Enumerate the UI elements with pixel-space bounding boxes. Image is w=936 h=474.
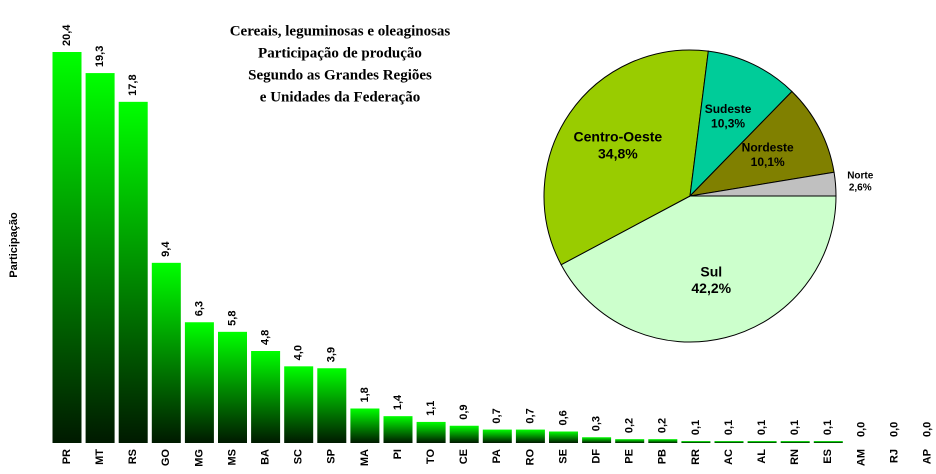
pie-label: Norte	[847, 171, 874, 182]
value-label: 0,1	[822, 420, 834, 435]
x-tick-label: CE	[458, 449, 470, 464]
bar	[648, 439, 678, 443]
pie-slice	[688, 90, 835, 197]
bar	[118, 101, 148, 443]
pie-value-label: 42,2%	[691, 280, 731, 296]
bar	[184, 322, 214, 443]
bar	[218, 331, 247, 443]
bar	[615, 439, 645, 443]
bar	[284, 366, 314, 443]
bar	[416, 421, 446, 443]
pie-slice	[689, 171, 837, 197]
x-tick-label: RS	[127, 449, 139, 464]
x-tick-label: PI	[392, 449, 404, 459]
x-tick-label: SE	[557, 449, 569, 464]
value-label: 4,0	[293, 345, 305, 360]
x-tick-label: RR	[690, 449, 702, 465]
value-label: 1,4	[392, 394, 404, 410]
value-label: 4,8	[260, 330, 272, 345]
bar	[52, 52, 82, 443]
x-tick-label: SP	[326, 449, 338, 464]
value-label: 0,2	[657, 418, 669, 433]
bar	[251, 351, 281, 443]
value-label: 0,3	[591, 416, 603, 431]
chart-title: e Unidades da Federação	[260, 89, 420, 105]
x-tick-label: SC	[293, 449, 305, 464]
x-tick-label: GO	[160, 449, 172, 467]
value-label: 0,1	[756, 420, 768, 435]
x-tick-label: AL	[756, 449, 768, 464]
value-label: 0,0	[922, 422, 934, 437]
value-label: 0,7	[491, 408, 503, 423]
chart-title: Participação de produção	[258, 45, 422, 61]
value-label: 0,0	[855, 422, 867, 437]
x-tick-label: PR	[61, 449, 73, 464]
bar	[151, 262, 181, 443]
bar	[549, 431, 578, 443]
pie-value-label: 10,1%	[751, 155, 785, 169]
value-label: 1,1	[425, 401, 437, 416]
pie-label: Centro-Oeste	[574, 129, 663, 145]
y-axis-label: Participação	[8, 212, 20, 278]
x-tick-label: MA	[359, 449, 371, 466]
x-tick-label: AP	[922, 449, 934, 464]
pie-value-label: 10,3%	[711, 116, 745, 130]
pie-slice	[543, 49, 709, 266]
chart-title: Cereais, leguminosas e oleaginosas	[230, 23, 451, 39]
value-label: 0,0	[888, 422, 900, 437]
value-label: 0,9	[458, 404, 470, 419]
value-label: 1,8	[359, 387, 371, 402]
pie-label: Sudeste	[705, 102, 752, 116]
value-label: 0,2	[624, 418, 636, 433]
x-tick-label: RJ	[888, 449, 900, 463]
pie-label: Sul	[700, 263, 722, 279]
chart-title: Segundo as Grandes Regiões	[248, 67, 432, 83]
bar	[85, 73, 115, 443]
bar	[515, 429, 545, 443]
value-label: 0,1	[789, 420, 801, 435]
value-label: 0,1	[690, 420, 702, 435]
value-label: 9,4	[160, 241, 172, 257]
value-label: 0,6	[557, 410, 569, 425]
x-tick-label: MT	[94, 449, 106, 465]
pie-value-label: 34,8%	[598, 145, 638, 161]
bar	[714, 441, 744, 443]
value-label: 6,3	[193, 301, 205, 316]
pie-label: Nordeste	[742, 140, 794, 154]
bar	[482, 429, 512, 443]
x-tick-label: BA	[260, 449, 272, 465]
x-tick-label: AM	[855, 449, 867, 466]
value-label: 5,8	[226, 311, 238, 326]
pie-slice	[689, 50, 793, 198]
pie-value-label: 2,6%	[849, 183, 872, 194]
bar	[350, 408, 380, 443]
bar	[383, 416, 413, 443]
bar	[813, 441, 843, 443]
value-label: 20,4	[61, 24, 73, 46]
value-label: 3,9	[326, 347, 338, 362]
bar	[780, 441, 810, 443]
x-tick-label: PE	[624, 449, 636, 464]
bar	[317, 368, 347, 443]
x-tick-label: PB	[657, 449, 669, 464]
x-tick-label: RO	[524, 449, 536, 466]
value-label: 0,1	[723, 420, 735, 435]
x-tick-label: MG	[193, 449, 205, 467]
x-tick-label: ES	[822, 449, 834, 464]
value-label: 19,3	[94, 46, 106, 67]
x-tick-label: PA	[491, 449, 503, 464]
bar	[582, 437, 612, 443]
x-tick-label: TO	[425, 449, 437, 465]
x-tick-label: RN	[789, 449, 801, 465]
x-tick-label: MS	[226, 449, 238, 466]
x-tick-label: DF	[591, 449, 603, 464]
bar	[681, 441, 711, 443]
x-tick-label: AC	[723, 449, 735, 465]
bar	[449, 425, 479, 443]
bar	[747, 441, 777, 443]
value-label: 17,8	[127, 74, 139, 95]
value-label: 0,7	[524, 408, 536, 423]
pie-slice	[560, 195, 837, 343]
